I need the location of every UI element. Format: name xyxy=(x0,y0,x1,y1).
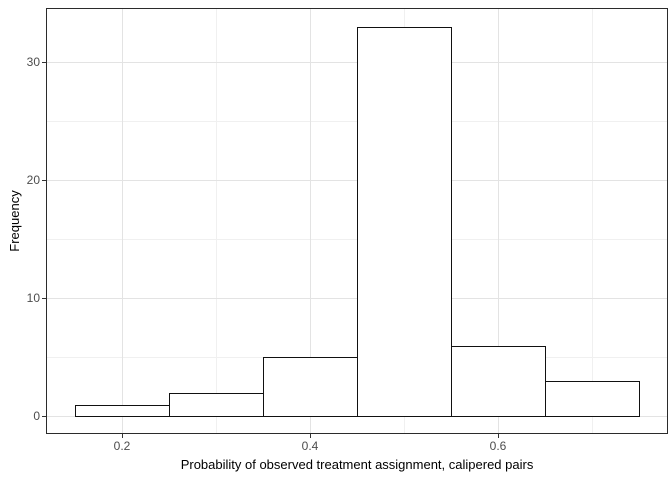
histogram-bar xyxy=(169,393,264,417)
major-gridline-x xyxy=(498,9,499,433)
minor-gridline-x xyxy=(592,9,593,433)
y-axis-tick xyxy=(42,416,46,417)
major-gridline-x xyxy=(122,9,123,433)
histogram-bar xyxy=(545,381,640,417)
y-axis-tick xyxy=(42,62,46,63)
y-axis-tick xyxy=(42,180,46,181)
y-tick-label: 30 xyxy=(26,55,40,69)
histogram-bar xyxy=(263,357,358,417)
histogram-bar xyxy=(451,346,546,417)
x-tick-label: 0.2 xyxy=(113,439,131,453)
major-gridline-x xyxy=(310,9,311,433)
x-tick-label: 0.6 xyxy=(489,439,507,453)
histogram-bar xyxy=(75,405,170,417)
x-axis-title: Probability of observed treatment assign… xyxy=(180,457,534,472)
y-axis-title: Frequency xyxy=(7,190,22,252)
y-axis-tick xyxy=(42,298,46,299)
minor-gridline-x xyxy=(216,9,217,433)
y-tick-label: 10 xyxy=(26,291,40,305)
x-axis-tick xyxy=(498,434,499,438)
histogram-bar xyxy=(357,27,452,417)
y-tick-label: 20 xyxy=(26,173,40,187)
x-axis-tick xyxy=(122,434,123,438)
y-tick-label: 0 xyxy=(33,409,40,423)
x-axis-tick xyxy=(310,434,311,438)
x-tick-label: 0.4 xyxy=(301,439,319,453)
